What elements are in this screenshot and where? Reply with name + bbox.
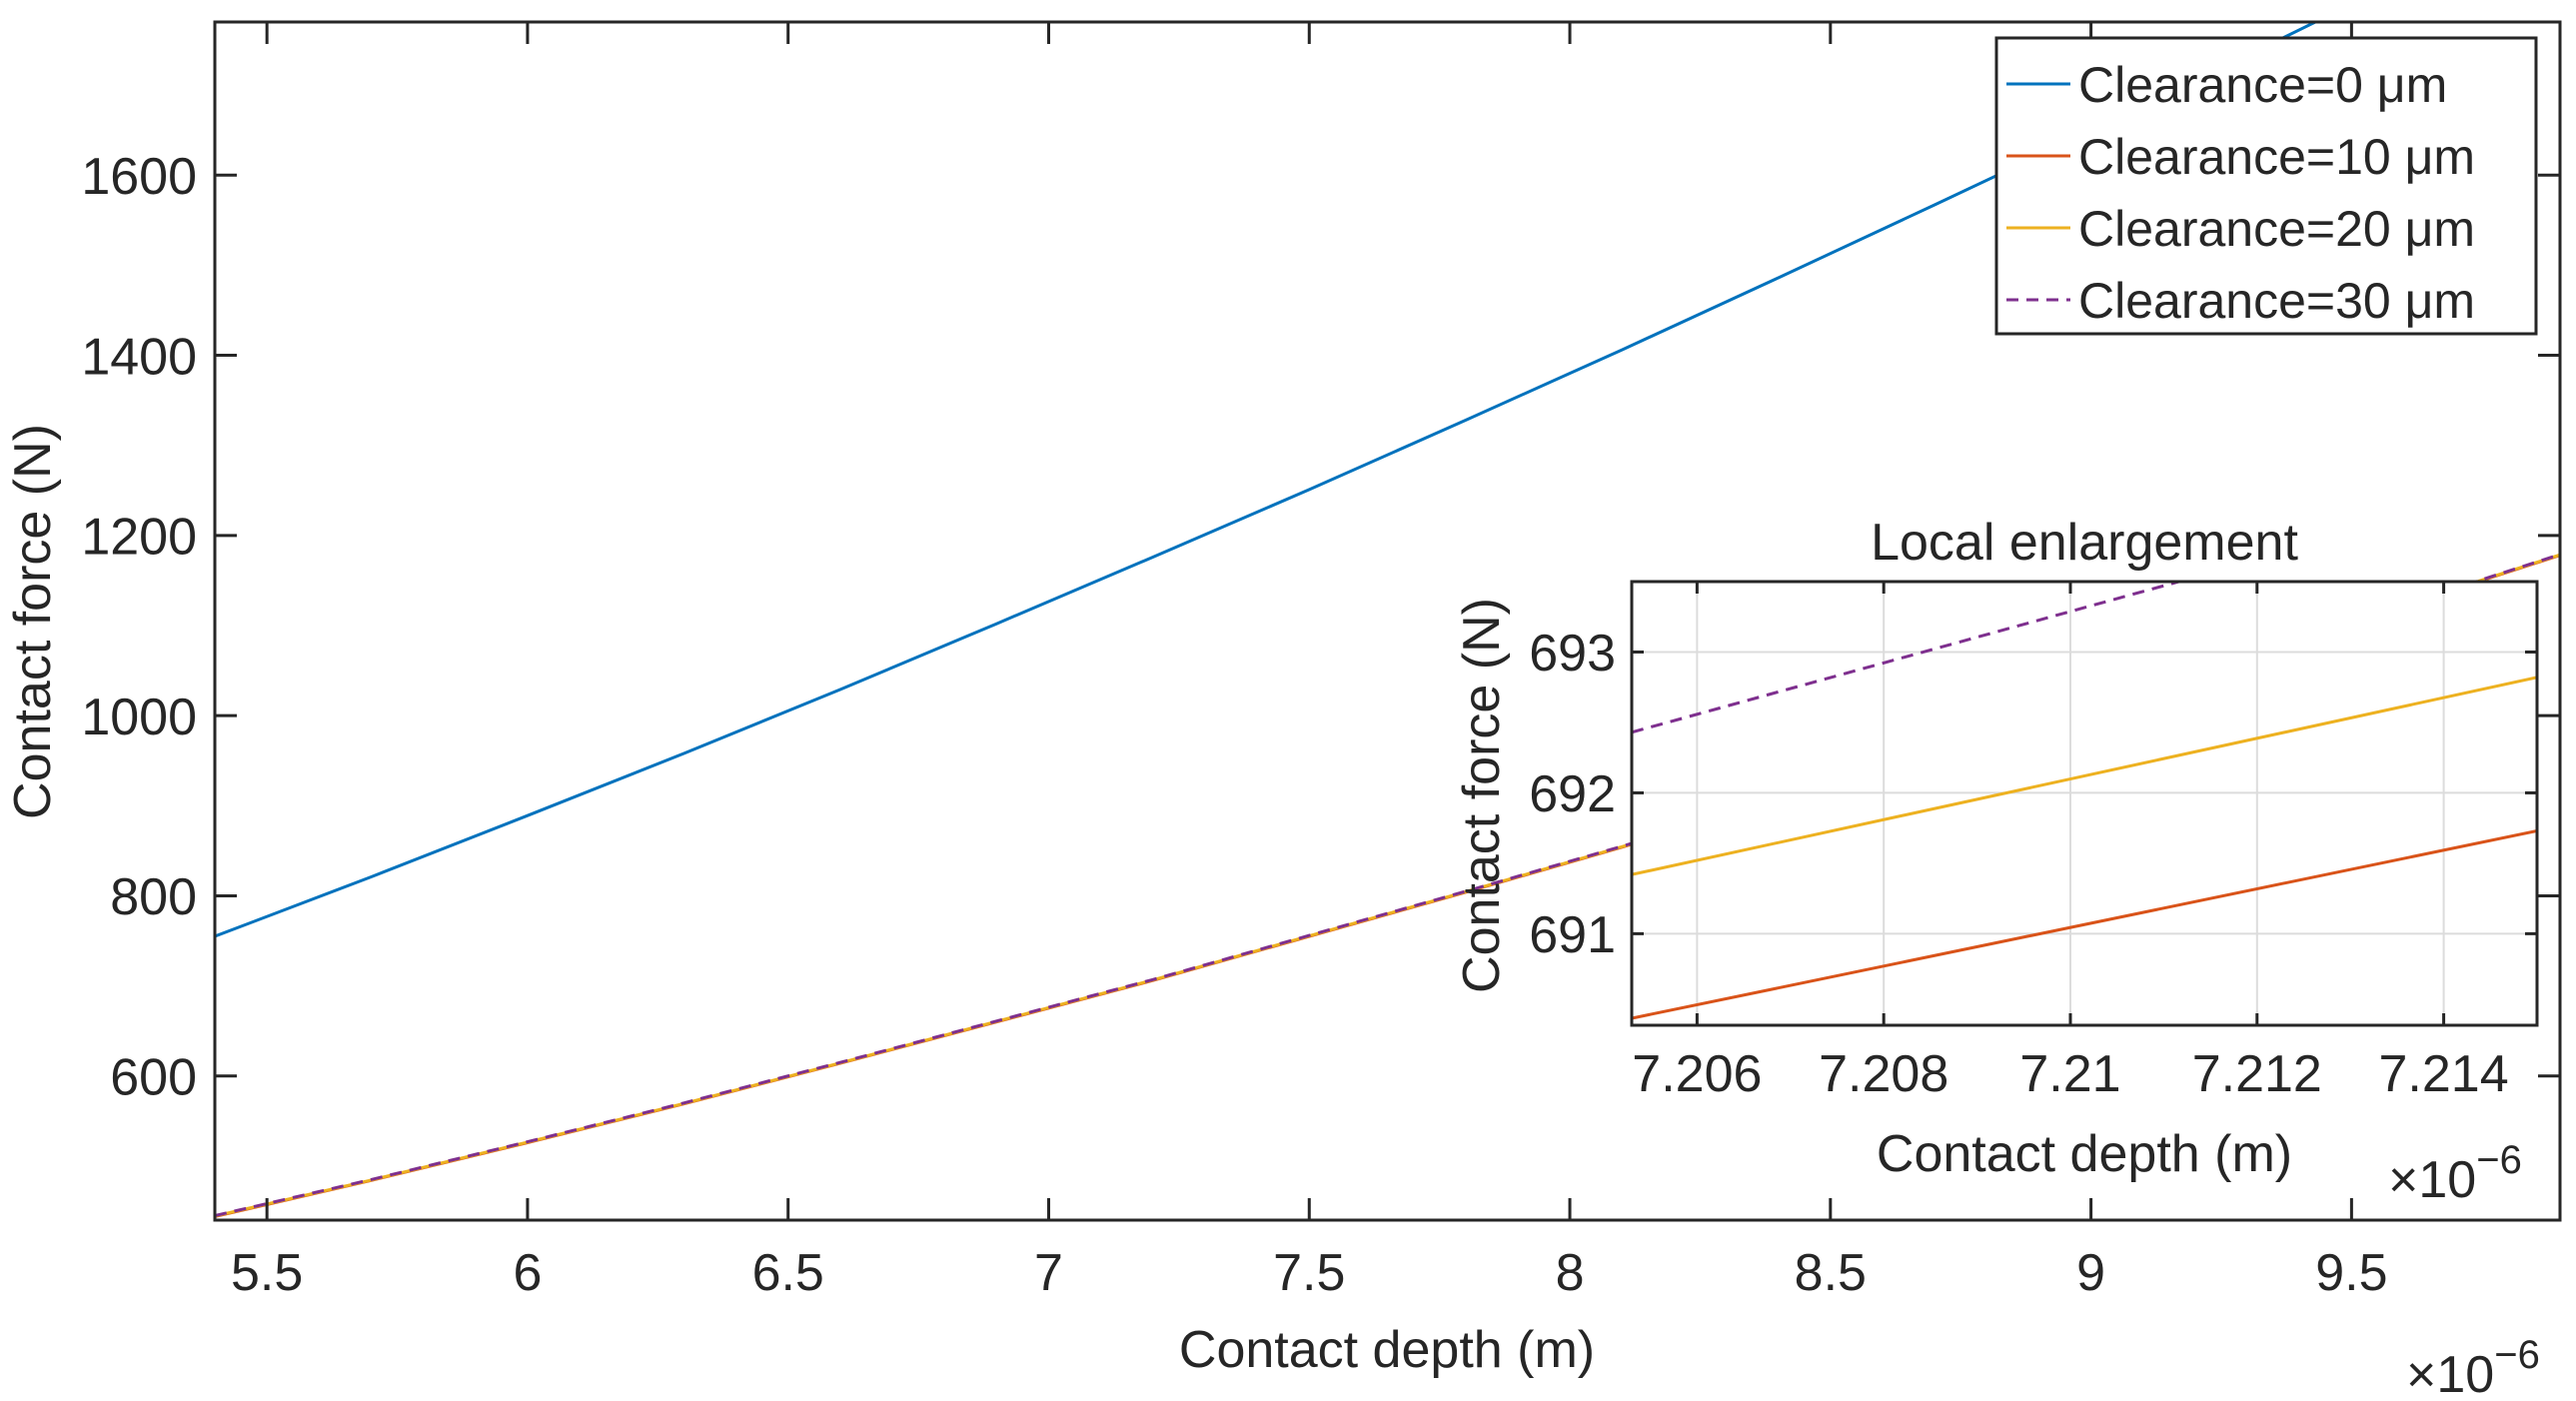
legend-entry: Clearance=0 μm	[2006, 57, 2447, 113]
legend-label-clearance-10: Clearance=10 μm	[2078, 129, 2475, 185]
legend-label-clearance-0: Clearance=0 μm	[2078, 57, 2447, 113]
main-y-axis-label: Contact force (N)	[4, 424, 62, 819]
inset-y-tick-label: 691	[1529, 906, 1616, 964]
legend-label-clearance-20: Clearance=20 μm	[2078, 201, 2475, 257]
inset-x-axis-label: Contact depth (m)	[1877, 1125, 2292, 1183]
inset-series-group	[1632, 582, 2537, 1020]
svg-text:×10−6: ×10−6	[2388, 1138, 2522, 1209]
legend-entry: Clearance=30 μm	[2006, 273, 2475, 329]
legend-entry: Clearance=10 μm	[2006, 129, 2475, 185]
main-y-tick-label: 1600	[81, 148, 197, 206]
inset-x-tick-labels: 7.206 7.208 7.21 7.212 7.214	[1632, 1045, 2508, 1103]
main-y-tick-label: 600	[110, 1048, 197, 1106]
legend-box	[1994, 36, 2538, 336]
inset-series-clearance-30-m	[1632, 582, 2185, 734]
main-x-tick-label: 6.5	[752, 1244, 824, 1302]
inset-x-tick-label: 7.206	[1632, 1045, 1762, 1103]
main-x-tick-label: 6	[513, 1244, 542, 1302]
inset-x-exponent-power: −6	[2476, 1138, 2522, 1182]
main-axes-frame	[213, 20, 2562, 1222]
inset-axes: 7.206 7.208 7.21 7.212 7.214 691 692 693 Local…	[1453, 514, 2539, 1209]
main-x-tick-label: 5.5	[231, 1244, 303, 1302]
inset-x-tick-label: 7.208	[1819, 1045, 1948, 1103]
main-x-exponent: ×10−6	[2406, 1333, 2540, 1401]
main-x-tick-label: 8.5	[1795, 1244, 1867, 1302]
main-y-tick-labels: 600 800 1000 1200 1400 1600	[81, 148, 197, 1107]
inset-x-exponent: ×10−6	[2388, 1138, 2522, 1209]
inset-title: Local enlargement	[1871, 514, 2298, 572]
main-y-tick-label: 800	[110, 868, 197, 926]
legend: Clearance=0 μm Clearance=10 μm Clearance…	[1994, 36, 2538, 336]
inset-series-clearance-20-m	[1632, 676, 2537, 876]
main-x-tick-label: 8	[1556, 1244, 1585, 1302]
main-x-axis-label: Contact depth (m)	[1179, 1321, 1595, 1379]
main-y-tick-label: 1400	[81, 328, 197, 386]
inset-y-axis-label: Contact force (N)	[1453, 598, 1511, 993]
inset-y-tick-label: 693	[1529, 625, 1616, 683]
inset-y-tick-labels: 691 692 693	[1529, 625, 1616, 964]
main-y-tick-label: 1000	[81, 689, 197, 746]
main-x-tick-label: 7	[1034, 1244, 1063, 1302]
inset-x-tick-label: 7.21	[2019, 1045, 2120, 1103]
inset-series-clearance-10-m	[1632, 829, 2537, 1020]
inset-ticks	[1632, 582, 2537, 1025]
inset-plot-area	[1632, 582, 2537, 1025]
inset-x-tick-label: 7.214	[2379, 1045, 2509, 1103]
legend-label-clearance-30: Clearance=30 μm	[2078, 273, 2475, 329]
legend-entry: Clearance=20 μm	[2006, 201, 2475, 257]
inset-x-exponent-prefix: ×10	[2388, 1151, 2476, 1209]
inset-axes-frame	[1630, 580, 2539, 1027]
main-x-tick-labels: 5.5 6 6.5 7 7.5 8 8.5 9 9.5	[231, 1244, 2388, 1302]
inset-grid	[1632, 582, 2537, 1025]
svg-text:×10−6: ×10−6	[2406, 1333, 2540, 1401]
main-x-exponent-prefix: ×10	[2406, 1346, 2494, 1401]
main-x-tick-label: 7.5	[1273, 1244, 1345, 1302]
main-x-tick-label: 9	[2076, 1244, 2105, 1302]
main-y-tick-label: 1200	[81, 509, 197, 567]
main-x-tick-label: 9.5	[2315, 1244, 2387, 1302]
main-x-exponent-power: −6	[2494, 1333, 2540, 1377]
inset-x-tick-label: 7.212	[2192, 1045, 2322, 1103]
inset-y-tick-label: 692	[1529, 765, 1616, 823]
